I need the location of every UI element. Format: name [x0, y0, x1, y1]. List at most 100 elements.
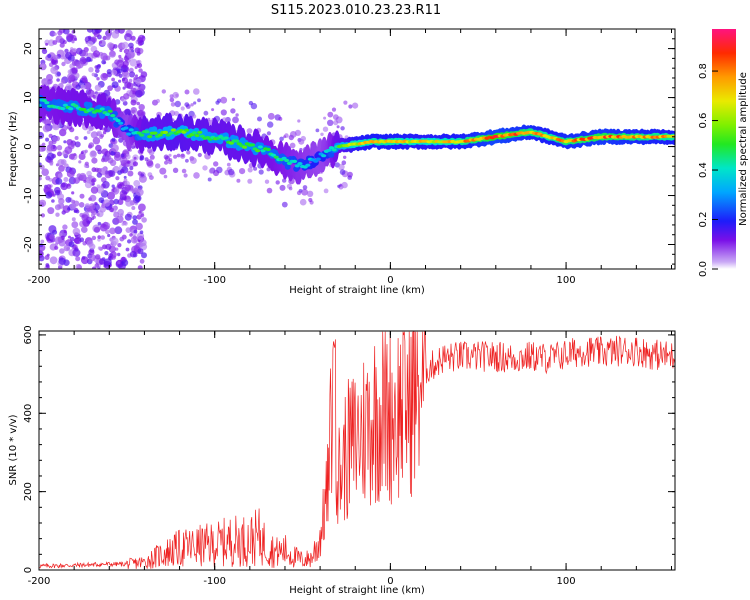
- noise-point: [114, 99, 121, 105]
- ridge-core: [60, 107, 66, 111]
- noise-point: [56, 78, 60, 82]
- noise-point: [103, 258, 112, 267]
- spectrogram-frame: [38, 28, 676, 270]
- noise-point: [327, 111, 334, 118]
- noise-point: [135, 74, 138, 78]
- noise-point: [133, 244, 140, 251]
- noise-point: [289, 142, 296, 149]
- ridge-core: [115, 119, 121, 123]
- noise-point: [148, 149, 155, 156]
- noise-point: [63, 140, 67, 144]
- noise-point: [137, 109, 146, 118]
- noise-point: [102, 199, 111, 207]
- noise-point: [336, 125, 340, 129]
- noise-point: [48, 133, 53, 138]
- noise-point: [49, 234, 55, 240]
- noise-point: [121, 259, 129, 267]
- noise-point: [72, 47, 77, 53]
- noise-point: [110, 150, 116, 156]
- noise-point: [140, 173, 144, 177]
- noise-point: [186, 150, 191, 155]
- noise-point: [46, 74, 53, 81]
- noise-point: [99, 258, 106, 265]
- noise-point: [75, 84, 81, 90]
- noise-point: [132, 187, 139, 194]
- noise-point: [65, 83, 73, 91]
- spectrogram-x-label: Height of straight line (km): [289, 285, 425, 296]
- noise-point: [133, 180, 141, 187]
- noise-point: [104, 159, 108, 163]
- noise-point: [348, 104, 353, 109]
- noise-point: [45, 263, 50, 267]
- noise-point: [87, 40, 94, 47]
- noise-point: [126, 36, 130, 41]
- noise-point: [180, 106, 185, 111]
- noise-point: [88, 142, 95, 148]
- noise-point: [116, 215, 124, 224]
- noise-point: [59, 42, 65, 48]
- noise-point: [90, 150, 97, 157]
- noise-point: [266, 167, 271, 172]
- noise-point: [55, 212, 60, 217]
- noise-point: [164, 160, 169, 165]
- ridge-core: [315, 157, 321, 161]
- noise-point: [97, 238, 101, 242]
- noise-point: [54, 236, 63, 244]
- noise-point: [105, 243, 112, 250]
- noise-point: [132, 215, 138, 221]
- ridge-core: [62, 103, 68, 107]
- noise-point: [301, 188, 308, 196]
- noise-point: [39, 131, 45, 140]
- noise-point: [105, 225, 110, 230]
- noise-point: [89, 203, 96, 210]
- noise-point: [138, 104, 145, 111]
- noise-point: [102, 181, 110, 189]
- noise-point: [130, 99, 137, 106]
- noise-point: [71, 217, 76, 222]
- noise-point: [105, 229, 110, 235]
- noise-point: [58, 232, 63, 237]
- noise-point: [191, 114, 197, 119]
- ridge-core: [292, 159, 298, 163]
- noise-point: [135, 90, 143, 98]
- noise-point: [56, 71, 61, 77]
- noise-point: [111, 237, 119, 246]
- noise-point: [129, 250, 137, 258]
- ridge-core: [328, 146, 335, 150]
- noise-point: [338, 163, 345, 171]
- noise-point: [322, 126, 329, 132]
- noise-point: [115, 176, 120, 181]
- ridge-core: [305, 163, 311, 167]
- noise-point: [67, 142, 75, 150]
- noise-point: [137, 248, 144, 255]
- noise-point: [88, 67, 94, 73]
- noise-point: [128, 71, 136, 78]
- noise-point: [39, 176, 42, 181]
- noise-point: [306, 190, 314, 197]
- ridge-core: [41, 98, 47, 102]
- noise-point: [107, 191, 115, 200]
- ridge-core: [107, 109, 113, 113]
- x-tick-label: 100: [557, 275, 576, 286]
- noise-point: [190, 157, 197, 165]
- noise-point: [258, 169, 264, 175]
- noise-point: [279, 136, 284, 142]
- noise-point: [123, 221, 128, 226]
- noise-point: [296, 190, 302, 196]
- ridge-core: [255, 149, 261, 153]
- noise-point: [75, 263, 82, 269]
- noise-point: [122, 86, 126, 90]
- noise-point: [149, 175, 154, 181]
- ridge-core: [242, 145, 248, 149]
- noise-point: [65, 196, 72, 203]
- noise-point: [111, 30, 120, 39]
- noise-point: [127, 170, 134, 177]
- noise-point: [63, 230, 67, 234]
- ridge-core: [162, 130, 169, 134]
- noise-point: [90, 131, 98, 139]
- noise-point: [253, 166, 258, 171]
- ridge-core: [104, 112, 111, 116]
- noise-point: [99, 40, 103, 44]
- noise-point: [96, 172, 103, 178]
- noise-point: [185, 158, 189, 163]
